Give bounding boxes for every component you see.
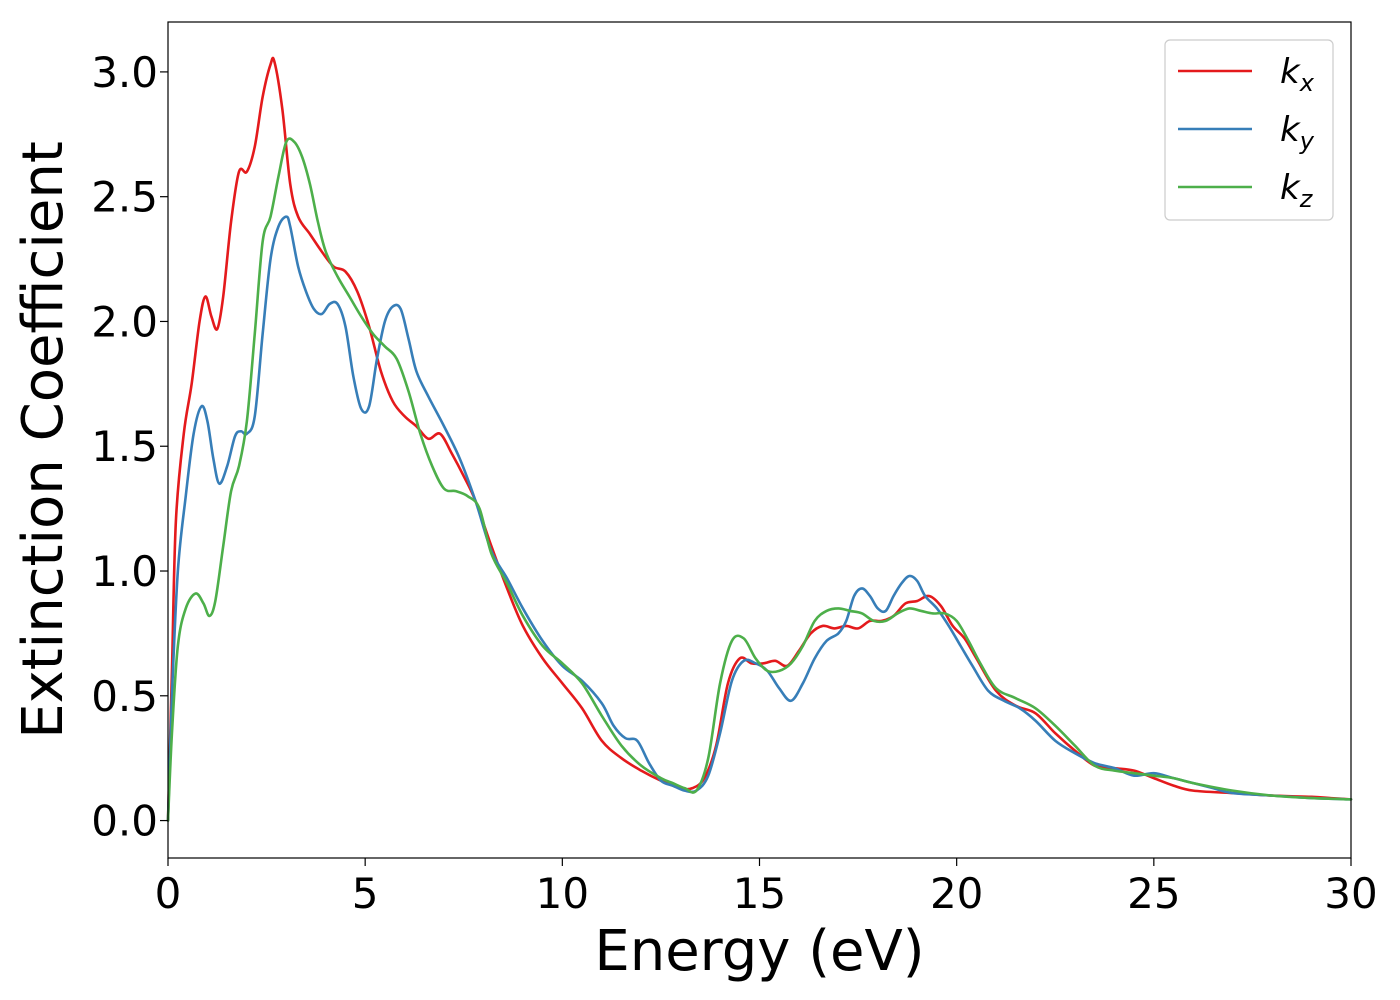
series-line-x — [166, 56, 1353, 822]
x-axis-title: Energy (eV) — [594, 919, 924, 984]
x-tick-label: 10 — [536, 869, 589, 918]
y-tick-label: 1.5 — [91, 422, 158, 471]
x-tick-label: 25 — [1127, 869, 1180, 918]
y-axis: 0.0 0.5 1.0 1.5 2.0 2.5 3.0 — [91, 48, 168, 846]
x-axis: 0 5 10 15 20 25 30 — [155, 858, 1378, 918]
y-tick-label: 3.0 — [91, 48, 158, 97]
series-line-z — [166, 137, 1353, 822]
y-tick-label: 0.0 — [91, 797, 158, 846]
y-tick-label: 1.0 — [91, 547, 158, 596]
legend-label-y: ky — [1280, 110, 1315, 155]
x-tick-label: 5 — [352, 869, 379, 918]
legend-label-x: kx — [1280, 52, 1315, 97]
x-tick-label: 30 — [1324, 869, 1377, 918]
legend-label-z: kz — [1280, 168, 1314, 213]
series-layer — [166, 56, 1353, 822]
series-line-y — [166, 215, 1353, 822]
legend: kx ky kz — [1164, 39, 1334, 221]
x-tick-label: 0 — [155, 869, 182, 918]
y-tick-label: 2.0 — [91, 297, 158, 346]
y-axis-title: Extinction Coefficient — [11, 141, 76, 739]
x-tick-label: 15 — [733, 869, 786, 918]
y-tick-label: 2.5 — [91, 173, 158, 222]
x-tick-label: 20 — [930, 869, 983, 918]
y-tick-label: 0.5 — [91, 672, 158, 721]
